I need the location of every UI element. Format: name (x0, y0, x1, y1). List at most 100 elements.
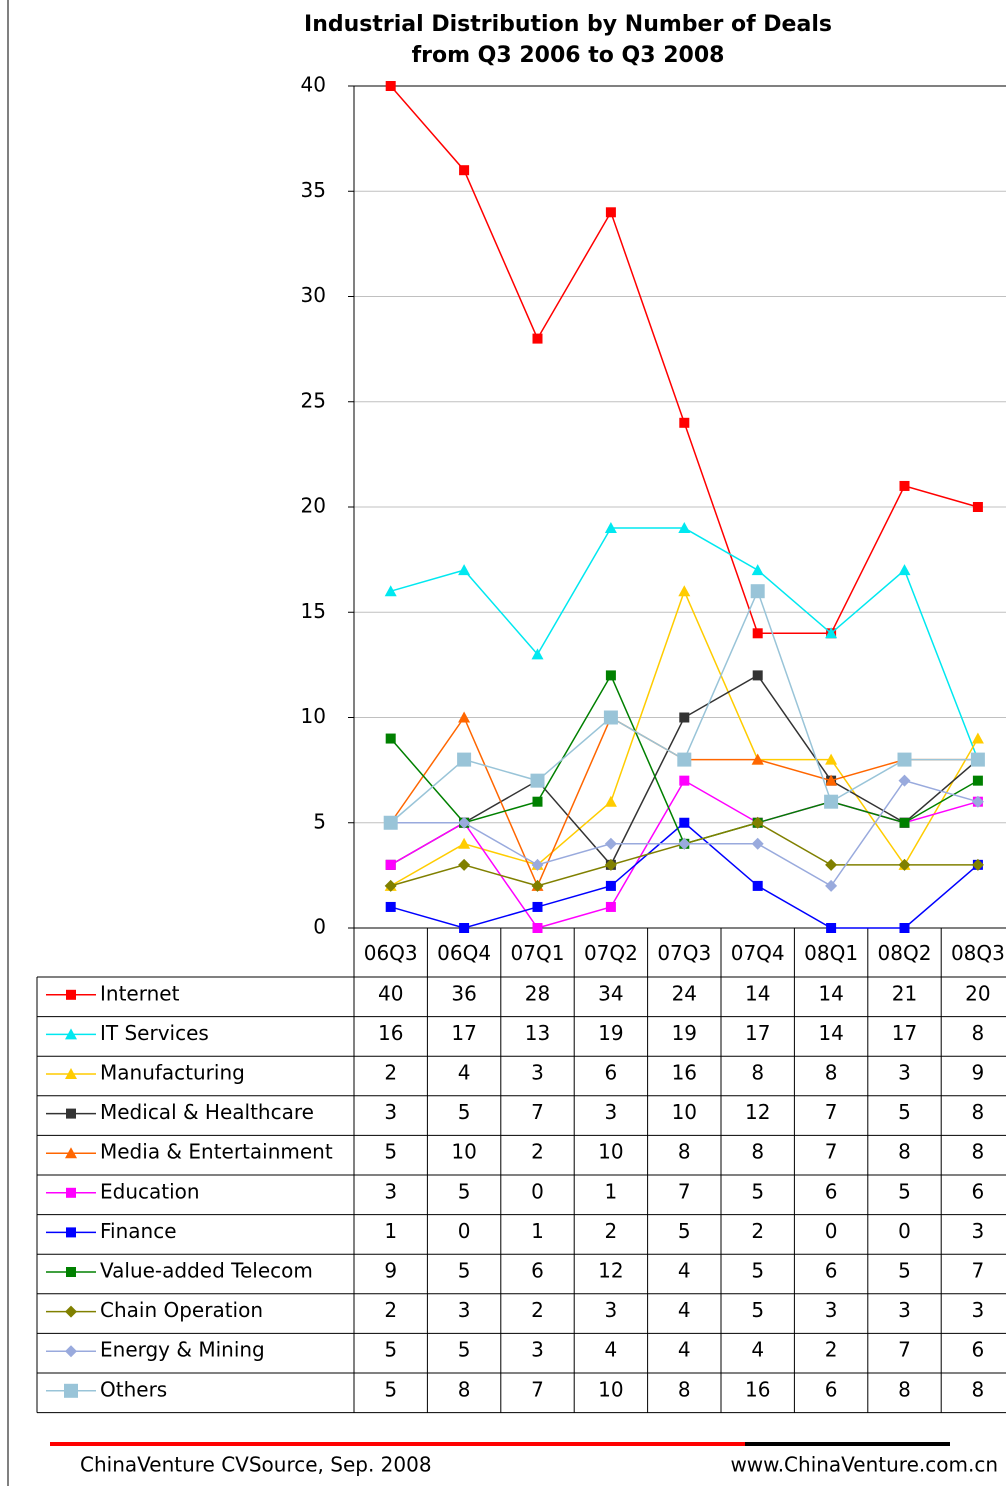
x-tick-label: 08Q2 (878, 941, 932, 965)
table-value: 1 (384, 1219, 397, 1243)
table-value: 3 (898, 1298, 911, 1322)
table-value: 4 (678, 1338, 691, 1362)
table-value: 8 (972, 1100, 985, 1124)
table-value: 8 (898, 1140, 911, 1164)
table-value: 3 (458, 1298, 471, 1322)
marker (970, 752, 985, 767)
y-tick-label: 10 (301, 704, 326, 728)
marker (897, 752, 912, 767)
legend-label: Finance (100, 1219, 177, 1243)
table-value: 12 (598, 1259, 623, 1283)
y-tick-label: 20 (301, 494, 326, 518)
table-value: 8 (678, 1377, 691, 1401)
y-tick-label: 0 (313, 915, 326, 939)
table-value: 5 (751, 1179, 764, 1203)
legend-label: Media & Entertainment (100, 1140, 333, 1164)
legend-label: Others (100, 1377, 167, 1401)
marker (532, 923, 543, 933)
marker (898, 858, 911, 871)
y-tick-label: 40 (301, 73, 326, 97)
table-value: 7 (531, 1100, 544, 1124)
table-value: 19 (598, 1021, 623, 1045)
marker (458, 816, 471, 829)
table-value: 8 (825, 1061, 838, 1085)
table-value: 34 (598, 981, 623, 1005)
table-value: 6 (972, 1338, 985, 1362)
marker (750, 584, 765, 599)
marker (531, 879, 544, 892)
table-value: 8 (458, 1377, 471, 1401)
table-value: 7 (825, 1140, 838, 1164)
x-tick-label: 08Q3 (951, 941, 1005, 965)
table-value: 5 (898, 1179, 911, 1203)
table-value: 3 (531, 1338, 544, 1362)
marker (64, 1383, 78, 1398)
table-value: 13 (525, 1021, 550, 1045)
legend-label: Medical & Healthcare (100, 1100, 314, 1124)
x-tick-label: 07Q2 (584, 941, 638, 965)
legend-label: Energy & Mining (100, 1338, 265, 1362)
table-value: 12 (745, 1100, 770, 1124)
table-value: 20 (965, 981, 990, 1005)
x-tick-label: 06Q4 (437, 941, 491, 965)
marker (825, 753, 838, 765)
marker (603, 710, 618, 725)
marker (530, 773, 545, 788)
table-value: 2 (531, 1140, 544, 1164)
y-tick-label: 30 (301, 283, 326, 307)
table-value: 3 (825, 1298, 838, 1322)
table-value: 8 (972, 1377, 985, 1401)
marker (457, 752, 472, 767)
table-value: 10 (598, 1140, 623, 1164)
legend-label: Manufacturing (100, 1061, 245, 1085)
table-value: 24 (672, 981, 697, 1005)
marker (65, 1028, 77, 1040)
marker (605, 207, 616, 218)
table-value: 2 (825, 1338, 838, 1362)
marker (383, 815, 398, 830)
marker (678, 522, 691, 534)
table-value: 8 (678, 1140, 691, 1164)
table-value: 5 (751, 1259, 764, 1283)
marker (384, 879, 397, 892)
table-value: 9 (384, 1259, 397, 1283)
marker (898, 774, 911, 787)
x-tick-label: 06Q3 (364, 941, 418, 965)
table-value: 2 (384, 1298, 397, 1322)
marker (532, 796, 543, 807)
table-value: 0 (458, 1219, 471, 1243)
chart-subtitle: from Q3 2006 to Q3 2008 (412, 43, 725, 68)
marker (825, 879, 838, 892)
table-value: 3 (384, 1179, 397, 1203)
table-value: 4 (605, 1338, 618, 1362)
marker (679, 817, 690, 828)
table-value: 1 (605, 1179, 618, 1203)
table-value: 5 (458, 1100, 471, 1124)
table-value: 4 (458, 1061, 471, 1085)
table-value: 14 (818, 981, 843, 1005)
marker (972, 775, 983, 786)
table-value: 3 (384, 1100, 397, 1124)
marker (605, 901, 616, 912)
table-value: 4 (751, 1338, 764, 1362)
marker (678, 837, 691, 850)
marker (532, 333, 543, 344)
marker (385, 859, 396, 870)
table-value: 0 (531, 1179, 544, 1203)
marker (385, 901, 396, 912)
legend-label: IT Services (100, 1021, 209, 1045)
table-value: 8 (972, 1021, 985, 1045)
marker (752, 670, 763, 681)
table-value: 5 (898, 1100, 911, 1124)
table-value: 4 (678, 1298, 691, 1322)
marker (605, 670, 616, 681)
table-value: 14 (745, 981, 770, 1005)
marker (531, 648, 544, 660)
table-value: 8 (751, 1140, 764, 1164)
marker (458, 711, 471, 723)
marker (825, 774, 838, 786)
table-value: 3 (605, 1298, 618, 1322)
x-tick-label: 08Q1 (804, 941, 858, 965)
marker (825, 858, 838, 871)
